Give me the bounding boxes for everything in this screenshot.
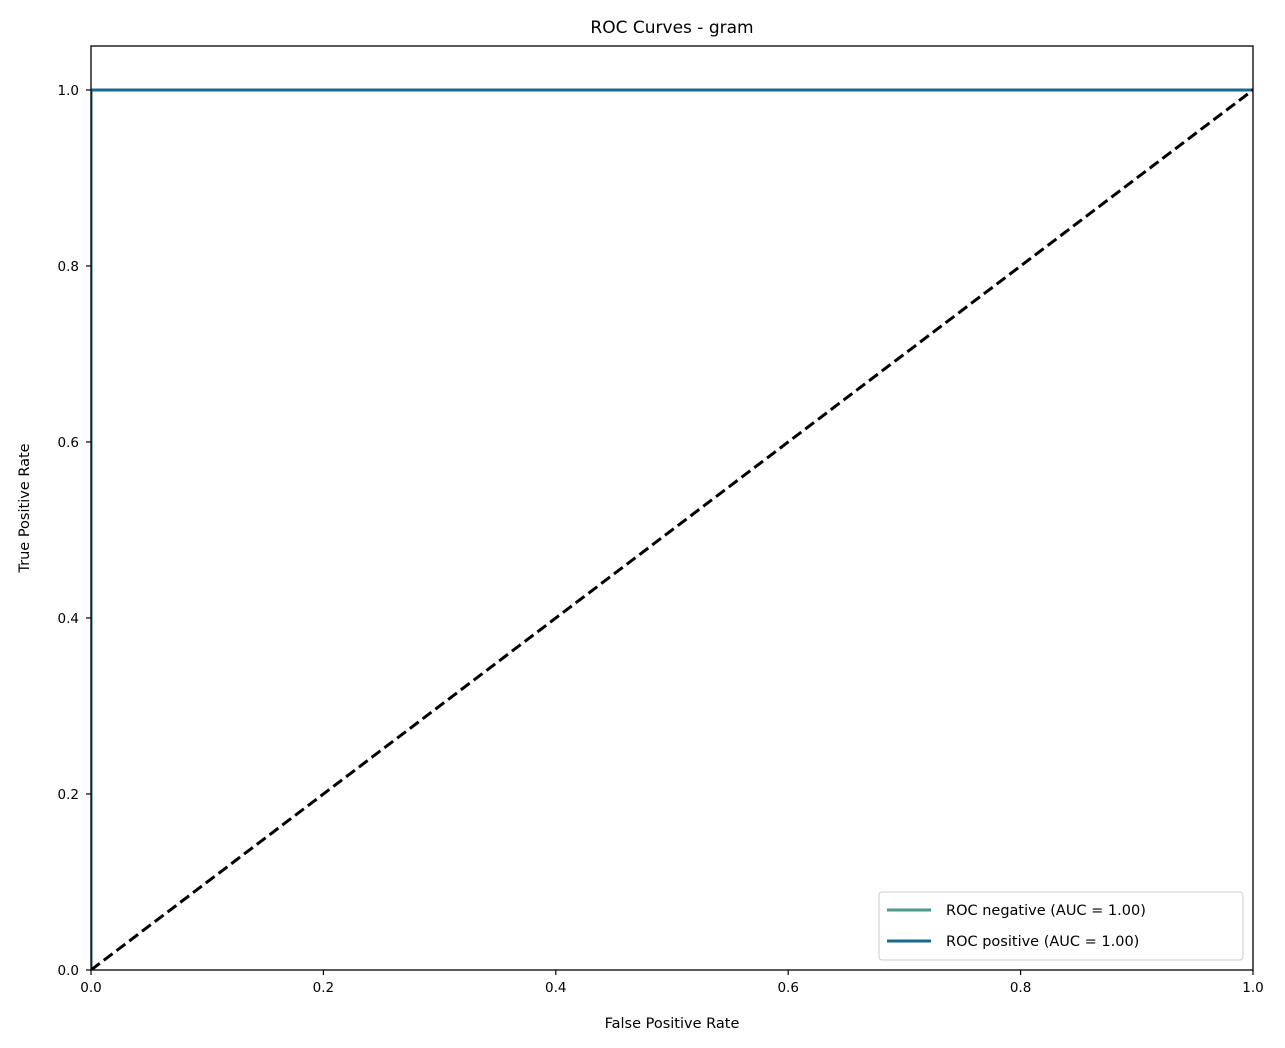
reference-diagonal-line (91, 88, 1253, 970)
legend-entry: ROC positive (AUC = 1.00) (946, 934, 1139, 950)
y-tick-label: 0.6 (58, 435, 79, 451)
x-tick-label: 1.0 (1242, 980, 1263, 996)
plot-area: 0.0 0.2 0.4 0.6 0.8 1.0 0.0 0.2 0.4 0.6 0.8 1.0 (58, 45, 1264, 996)
y-tick-label: 0.8 (58, 259, 79, 275)
legend-box (878, 891, 1244, 961)
x-tick-label: 0.8 (1010, 980, 1031, 996)
axes-frame (90, 45, 1254, 971)
y-tick-label: 0.2 (58, 787, 79, 803)
y-axis-label: True Positive Rate (17, 443, 33, 573)
y-tick-label: 0.4 (58, 611, 79, 627)
series-group (91, 88, 1253, 970)
x-axis-label: False Positive Rate (605, 1016, 740, 1032)
x-tick-label: 0.6 (777, 980, 798, 996)
x-tick-label: 0.2 (313, 980, 334, 996)
chart-title: ROC Curves - gram (590, 18, 753, 38)
x-tick-label: 0.0 (80, 980, 101, 996)
legend-entry: ROC negative (AUC = 1.00) (946, 903, 1146, 919)
y-tick-label: 1.0 (58, 83, 79, 99)
y-tick-label: 0.0 (58, 963, 79, 979)
series-line-roc-positive (91, 88, 1253, 970)
legend: ROC negative (AUC = 1.00) ROC positive (A… (878, 891, 1244, 961)
x-tick-label: 0.4 (545, 980, 566, 996)
